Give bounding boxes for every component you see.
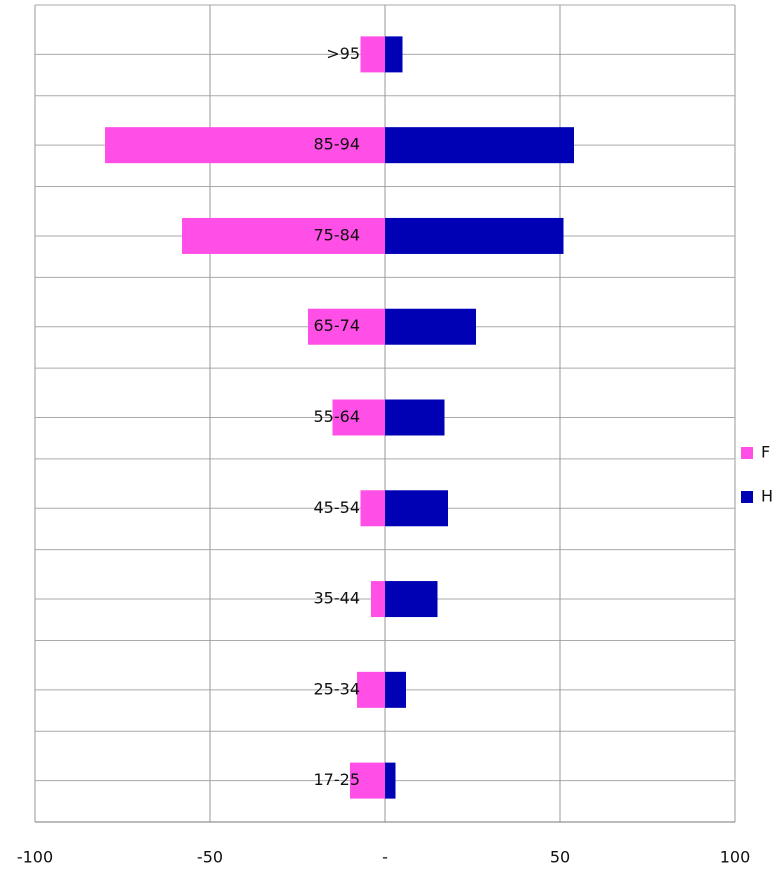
bar — [182, 217, 385, 254]
y-tick-label: >95 — [326, 44, 360, 63]
y-tick-label: 35-44 — [314, 589, 361, 608]
legend-label: F — [761, 443, 770, 462]
legend-swatch — [741, 447, 753, 459]
bar — [332, 399, 385, 436]
y-tick-label: 17-25 — [314, 770, 361, 789]
bar — [308, 308, 385, 345]
bar — [385, 127, 574, 164]
y-tick-label: 75-84 — [314, 225, 361, 244]
x-tick-label: - — [382, 848, 388, 867]
y-tick-label: 85-94 — [314, 135, 361, 154]
bar — [385, 308, 476, 345]
bar — [385, 217, 564, 254]
bar — [105, 127, 385, 164]
y-tick-label: 25-34 — [314, 679, 361, 698]
x-tick-label: 50 — [550, 848, 570, 867]
legend-label: H — [761, 487, 773, 506]
bar — [357, 671, 385, 708]
bar — [350, 762, 385, 799]
bar — [385, 490, 448, 527]
bar — [385, 762, 396, 799]
bar — [371, 581, 385, 618]
y-tick-label: 65-74 — [314, 316, 361, 335]
x-tick-label: 100 — [720, 848, 751, 867]
x-tick-label: -50 — [197, 848, 223, 867]
bar — [385, 399, 445, 436]
bar — [360, 490, 385, 527]
bar — [360, 36, 385, 73]
y-tick-label: 55-64 — [314, 407, 361, 426]
bar — [385, 581, 438, 618]
bar — [385, 671, 406, 708]
legend-swatch — [741, 491, 753, 503]
y-tick-label: 45-54 — [314, 498, 361, 517]
x-tick-label: -100 — [17, 848, 53, 867]
bar — [385, 36, 403, 73]
